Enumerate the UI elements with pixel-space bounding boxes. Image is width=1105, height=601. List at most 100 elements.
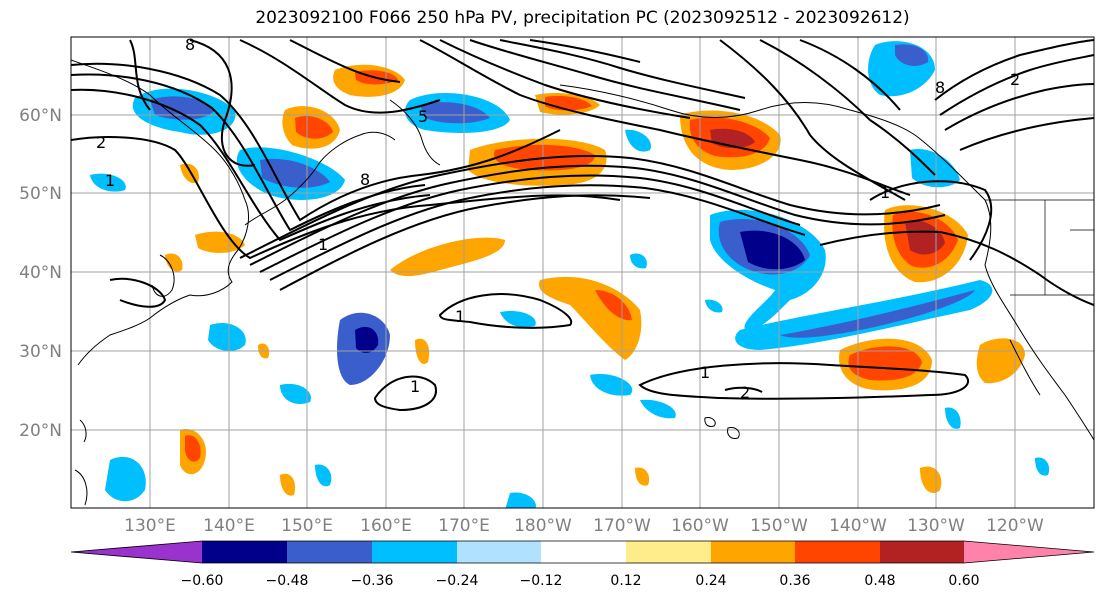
- pv-contour-1: [71, 62, 561, 222]
- lat-label: 30°N: [19, 342, 62, 362]
- pv-contour-8: [289, 39, 401, 83]
- colorbar-segment: [372, 541, 457, 563]
- neg-anomaly-4-core: [740, 230, 805, 270]
- colorbar-tick: 0.36: [779, 573, 810, 589]
- pv-contour-14: [719, 39, 906, 201]
- pv-contour-13: [529, 39, 641, 63]
- contour-label: 8: [185, 35, 195, 54]
- pv-contour-23: [438, 293, 573, 329]
- pv-contour-17: [934, 39, 1094, 101]
- contour-label-group: 8 2 1 8 5 1 1 1 1 2 8 2 1: [96, 35, 1020, 402]
- colorbar-tick: −0.36: [351, 573, 394, 589]
- hawaii-2: [727, 427, 740, 439]
- lon-label: 150°E: [281, 516, 333, 536]
- colorbar-segment: [202, 541, 287, 563]
- neg-anomaly-5-core: [780, 290, 975, 338]
- neg-anomaly-19: [1035, 457, 1050, 476]
- baja-coast: [1009, 339, 1041, 396]
- pv-contour-7: [239, 39, 441, 114]
- neg-anomaly-14: [625, 129, 651, 152]
- pv-contour-26: [724, 386, 763, 393]
- hawaii-1: [704, 417, 716, 427]
- lat-label: 20°N: [19, 421, 62, 441]
- lat-label: 40°N: [19, 263, 62, 283]
- colorbar-segment: [711, 541, 795, 563]
- lat-label: 60°N: [19, 106, 62, 126]
- contour-label: 8: [360, 170, 370, 189]
- lon-label: 160°E: [360, 516, 412, 536]
- colorbar-tick: 0.48: [864, 573, 895, 589]
- pv-contour-22: [819, 230, 1094, 306]
- colorbar-tick: −0.24: [436, 573, 479, 589]
- neg-anomaly-7-core: [895, 44, 929, 66]
- na-coast: [914, 134, 1094, 441]
- lon-label: 160°W: [671, 516, 729, 536]
- contour-label: 1: [318, 235, 328, 254]
- gridlines: [71, 37, 1094, 508]
- pv-contour-20: [959, 117, 1094, 151]
- pv-contour-18: [939, 54, 1094, 116]
- neg-anomaly-15: [90, 173, 126, 192]
- colorbar: [70, 540, 1095, 564]
- pos-anomaly-8-core: [295, 115, 333, 139]
- neg-anomaly-10: [105, 456, 146, 502]
- pv-contours: [71, 39, 1094, 412]
- colorbar-segment: [880, 541, 964, 563]
- pv-jet-5: [279, 194, 651, 291]
- pos-anomaly-16: [280, 473, 296, 496]
- pv-contour-6: [189, 39, 256, 167]
- neg-anomaly-1-core: [150, 96, 215, 120]
- colorbar-segment: [964, 541, 1094, 563]
- neg-anomaly-17: [945, 407, 961, 429]
- pv-contour-12: [499, 39, 746, 99]
- pv-contour-21: [869, 180, 993, 261]
- pv-contour-24: [373, 375, 437, 412]
- pos-anomaly-11-core: [185, 435, 201, 462]
- pos-anomaly-3-core: [905, 220, 945, 255]
- pv-contour-27: [109, 277, 167, 308]
- neg-anomaly-21: [315, 464, 332, 487]
- pos-anomaly-4-core: [595, 290, 632, 321]
- neg-anomaly-22: [705, 299, 723, 313]
- pv-jet-2: [249, 164, 946, 266]
- lon-label: 140°E: [203, 516, 255, 536]
- pos-anomaly-19: [635, 467, 650, 486]
- alaska-coast: [559, 84, 916, 136]
- colorbar-tick-labels: −0.60 −0.48 −0.36 −0.24 −0.12 0.12 0.24 …: [181, 573, 980, 589]
- map-frame: [70, 36, 1095, 509]
- colorbar-tick: −0.60: [181, 573, 224, 589]
- lon-label: 170°W: [593, 516, 651, 536]
- pv-contour-10: [439, 39, 691, 119]
- korea-coast: [151, 254, 175, 297]
- neg-anomaly-3-core: [420, 102, 490, 124]
- map-panel: 8 2 1 8 5 1 1 1 1 2 8 2 1: [71, 35, 1094, 508]
- contour-label: 1: [880, 183, 890, 202]
- contour-label: 2: [740, 383, 750, 402]
- contour-label: 1: [700, 363, 710, 382]
- lon-label: 170°E: [438, 516, 490, 536]
- neg-anomaly-6-core: [355, 326, 379, 353]
- neg-anomaly-18: [640, 399, 676, 419]
- neg-anomaly-13: [500, 310, 536, 328]
- pv-contour-16: [799, 39, 901, 111]
- lon-label: 120°W: [986, 516, 1044, 536]
- pv-jet-3: [259, 174, 801, 273]
- lon-label: 130°W: [907, 516, 965, 536]
- lon-label: 150°W: [750, 516, 808, 536]
- state-borders: [985, 199, 1094, 296]
- lon-label: 180°W: [514, 516, 572, 536]
- asia-coast: [71, 59, 249, 366]
- pv-contour-15: [759, 39, 936, 176]
- colorbar-segment: [795, 541, 880, 563]
- colorbar-segment: [457, 541, 541, 563]
- japan-coast: [244, 131, 396, 226]
- coastlines: [71, 59, 1094, 506]
- pv-jet-1: [239, 155, 941, 259]
- neg-anomaly-12: [280, 383, 311, 405]
- contour-label: 8: [935, 78, 945, 97]
- neg-anomaly-16: [630, 253, 647, 269]
- longitude-labels: 130°E 140°E 150°E 160°E 170°E 180°W 170°…: [124, 516, 1044, 536]
- colorbar-tick: −0.12: [520, 573, 563, 589]
- pv-contour-4: [71, 136, 621, 260]
